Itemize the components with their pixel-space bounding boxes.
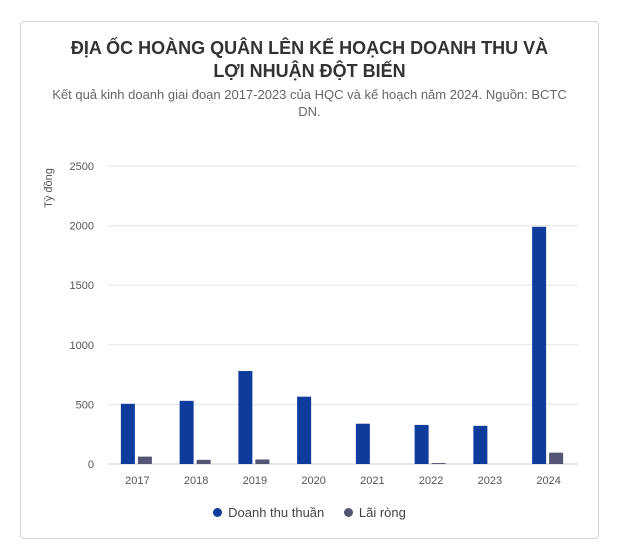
bar-profit-2018 [196, 459, 211, 464]
y-tick-label-0: 0 [88, 459, 94, 471]
y-tick-label-2500: 2500 [70, 161, 94, 173]
bar-revenue-2022 [414, 424, 429, 464]
x-tick-label-2020: 2020 [301, 475, 325, 487]
legend-item-profit[interactable]: Lãi ròng [343, 505, 406, 520]
bar-revenue-2018 [179, 400, 194, 464]
y-axis-label: Tỷ đồng [43, 168, 55, 208]
x-tick-label-2024: 2024 [536, 475, 560, 487]
bar-revenue-2021 [355, 423, 370, 464]
legend-marker-profit [343, 508, 353, 517]
bar-revenue-2017 [120, 403, 135, 464]
x-tick-label-2022: 2022 [419, 475, 443, 487]
legend-label-profit: Lãi ròng [358, 505, 406, 520]
chart-title: ĐỊA ỐC HOÀNG QUÂN LÊN KẾ HOẠCH DOANH THU… [70, 38, 549, 81]
legend-marker-revenue [213, 508, 223, 517]
bar-profit-2017 [137, 456, 152, 464]
x-tick-label-2018: 2018 [184, 475, 208, 487]
chart-subtitle: Kết quả kinh doanh giai đoạn 2017-2023 c… [52, 87, 567, 119]
x-tick-label-2021: 2021 [360, 475, 384, 487]
legend-item-revenue[interactable]: Doanh thu thuần [213, 505, 324, 520]
y-tick-label-2000: 2000 [70, 221, 94, 233]
bar-revenue-2019 [238, 371, 253, 464]
x-tick-label-2019: 2019 [243, 475, 267, 487]
legend-label-revenue: Doanh thu thuần [228, 505, 325, 520]
bar-revenue-2020 [297, 396, 312, 464]
bar-profit-2022 [431, 463, 446, 464]
y-tick-label-1000: 1000 [70, 340, 94, 352]
y-tick-label-500: 500 [76, 399, 94, 411]
y-tick-label-1500: 1500 [70, 280, 94, 292]
bar-revenue-2023 [473, 425, 488, 464]
bar-profit-2019 [255, 459, 270, 464]
bar-profit-2024 [549, 452, 564, 464]
x-tick-label-2023: 2023 [478, 475, 502, 487]
bar-revenue-2024 [532, 226, 547, 464]
x-tick-label-2017: 2017 [125, 475, 149, 487]
chart-legend: Doanh thu thuần Lãi ròng [0, 505, 619, 520]
